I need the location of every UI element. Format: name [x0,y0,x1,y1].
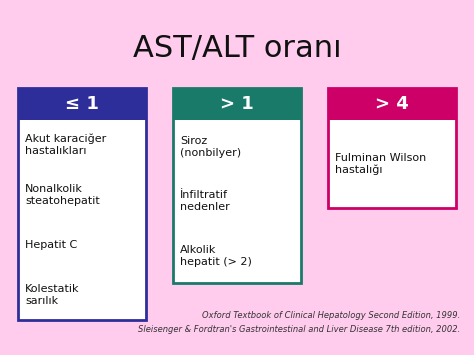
Text: Sleisenger & Fordtran's Gastrointestinal and Liver Disease 7th edition, 2002.: Sleisenger & Fordtran's Gastrointestinal… [138,326,460,334]
Text: AST/ALT oranı: AST/ALT oranı [133,33,341,62]
Text: > 4: > 4 [375,95,409,113]
Bar [328,88,456,120]
Text: Alkolik
hepatit (> 2): Alkolik hepatit (> 2) [180,245,252,267]
Text: > 1: > 1 [220,95,254,113]
Bar [328,88,456,208]
Bar [173,88,301,283]
Text: Hepatit C: Hepatit C [25,240,77,250]
Text: Siroz
(nonbilyer): Siroz (nonbilyer) [180,136,241,158]
Text: İnfiltratif
nedenler: İnfiltratif nedenler [180,191,230,213]
Bar [18,88,146,320]
Text: Oxford Textbook of Clinical Hepatology Second Edition, 1999.: Oxford Textbook of Clinical Hepatology S… [202,311,460,321]
Bar [173,88,301,120]
Text: Akut karaciğer
hastalıkları: Akut karaciğer hastalıkları [25,134,106,156]
Bar [18,88,146,120]
Text: Fulminan Wilson
hastalığı: Fulminan Wilson hastalığı [335,153,426,175]
Text: Nonalkolik
steatohepatit: Nonalkolik steatohepatit [25,184,100,206]
Text: Kolestatik
sarılık: Kolestatik sarılık [25,284,80,306]
Text: ≤ 1: ≤ 1 [65,95,99,113]
